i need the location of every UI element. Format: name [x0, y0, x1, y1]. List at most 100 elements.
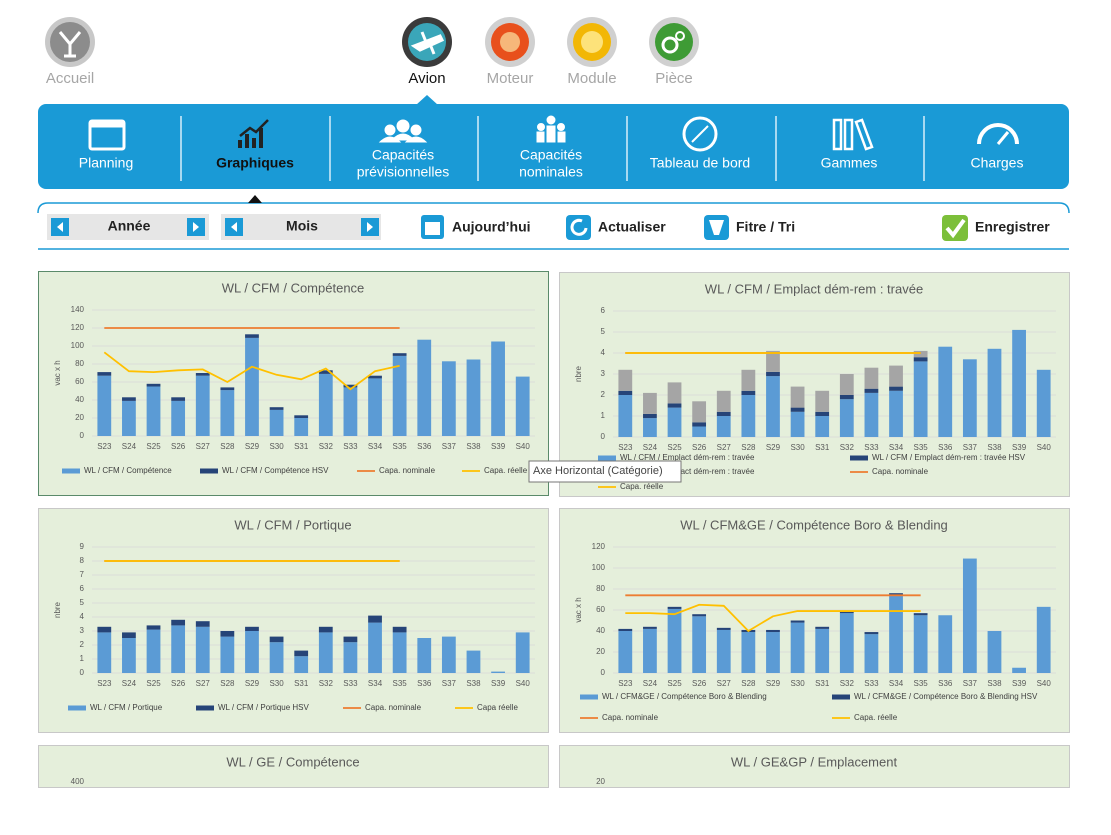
y-tick-label: 0 — [601, 668, 606, 677]
legend-label: WL / CFM&GE / Compétence Boro & Blending — [602, 692, 767, 701]
gear-glyph — [675, 31, 685, 41]
button-label[interactable]: Aujourd’hui — [452, 219, 531, 235]
month-selector — [221, 214, 381, 240]
bar — [220, 631, 235, 637]
legend-swatch — [68, 705, 86, 711]
bar — [643, 626, 657, 629]
x-tick-label: S38 — [466, 679, 481, 688]
x-tick-label: S32 — [319, 442, 334, 451]
button-label[interactable]: Fitre / Tri — [736, 219, 795, 235]
y-tick-label: 20 — [596, 777, 605, 786]
bar — [122, 632, 136, 638]
bar — [618, 631, 633, 673]
nav-label[interactable]: Moteur — [487, 70, 534, 87]
bar — [839, 395, 854, 400]
menu-label[interactable]: nominales — [519, 164, 583, 180]
chart-title: WL / GE&GP / Emplacement — [731, 754, 898, 769]
button-label[interactable]: Actualiser — [598, 219, 666, 235]
x-tick-label: S30 — [269, 442, 284, 451]
menu-label[interactable]: Planning — [79, 155, 134, 171]
button-label[interactable]: Enregistrer — [975, 219, 1050, 235]
bar — [343, 387, 358, 436]
x-tick-label: S23 — [618, 679, 633, 688]
bar — [171, 625, 186, 673]
bar — [864, 367, 879, 389]
x-tick-label: S35 — [914, 679, 929, 688]
x-tick-label: S30 — [790, 443, 805, 452]
bar — [245, 334, 259, 338]
x-tick-label: S31 — [815, 443, 830, 452]
bar — [122, 400, 136, 436]
bar — [815, 411, 830, 416]
legend-label: WL / CFM / Emplact dém-rem : travée — [620, 467, 755, 476]
refresh-icon[interactable] — [566, 215, 591, 240]
legend-swatch — [62, 468, 80, 474]
menu-label[interactable]: Tableau de bord — [650, 155, 750, 171]
bar — [913, 350, 928, 358]
bar — [790, 622, 805, 673]
x-tick-label: S30 — [790, 679, 805, 688]
bar — [667, 403, 682, 408]
x-tick-label: S40 — [516, 679, 531, 688]
x-tick-label: S32 — [319, 679, 334, 688]
bar — [716, 390, 731, 412]
bar — [913, 613, 928, 616]
y-tick-label: 8 — [80, 556, 85, 565]
bar — [368, 622, 382, 673]
y-tick-label: 7 — [80, 570, 85, 579]
bar — [913, 361, 928, 437]
tooltip: Axe Horizontal (Catégorie) — [528, 460, 682, 483]
x-tick-label: S30 — [269, 679, 284, 688]
nav-label[interactable]: Module — [567, 70, 616, 87]
bar — [466, 650, 481, 673]
legend-swatch — [580, 694, 598, 700]
y-tick-label: 20 — [75, 413, 84, 422]
bar — [97, 632, 112, 673]
bar — [864, 632, 879, 635]
bar — [790, 407, 805, 412]
nav-label[interactable]: Accueil — [46, 70, 94, 87]
x-tick-label: S34 — [368, 679, 383, 688]
bar — [766, 371, 780, 377]
bar — [692, 616, 707, 673]
bar — [766, 376, 780, 437]
bar — [864, 388, 879, 393]
line — [625, 603, 921, 633]
legend-label: WL / CFM / Portique — [90, 703, 163, 712]
x-tick-label: S34 — [368, 442, 383, 451]
menu-label[interactable]: Capacités — [372, 147, 434, 163]
nav-label[interactable]: Pièce — [655, 70, 693, 87]
x-tick-label: S24 — [122, 442, 137, 451]
bar — [318, 632, 333, 673]
bar — [692, 401, 707, 423]
menu-label[interactable]: Charges — [971, 155, 1024, 171]
x-tick-label: S24 — [643, 443, 658, 452]
save-icon[interactable] — [942, 215, 968, 241]
menu-label[interactable]: prévisionnelles — [357, 164, 450, 180]
plane-glyph — [410, 31, 445, 55]
arrow — [367, 222, 373, 232]
bar — [294, 650, 309, 657]
chart-title: WL / CFM&GE / Compétence Boro & Blending — [680, 517, 948, 532]
menu-label[interactable]: Capacités — [520, 147, 582, 163]
bar — [441, 636, 456, 673]
x-tick-label: S24 — [643, 679, 658, 688]
home-glyph — [58, 31, 82, 58]
today-icon-inner — [425, 222, 440, 235]
module-glyph — [581, 31, 603, 53]
engine-glyph — [500, 32, 520, 52]
nav-label[interactable]: Avion — [408, 70, 445, 87]
bar — [741, 632, 756, 673]
x-tick-label: S33 — [343, 442, 358, 451]
bar — [766, 350, 780, 372]
bar — [245, 337, 259, 436]
chart: WL / CFM / Compétence 0 20 40 60 80 100 120 140 v… — [38, 271, 549, 496]
x-tick-label: S27 — [196, 442, 211, 451]
menu-label[interactable]: Gammes — [821, 155, 878, 171]
chart-title: WL / CFM / Compétence — [222, 280, 365, 295]
x-tick-label: S37 — [442, 679, 457, 688]
menu-label[interactable]: Graphiques — [216, 155, 294, 171]
bar — [1036, 369, 1051, 437]
chart-panel — [559, 272, 1070, 497]
bar — [1012, 329, 1026, 437]
